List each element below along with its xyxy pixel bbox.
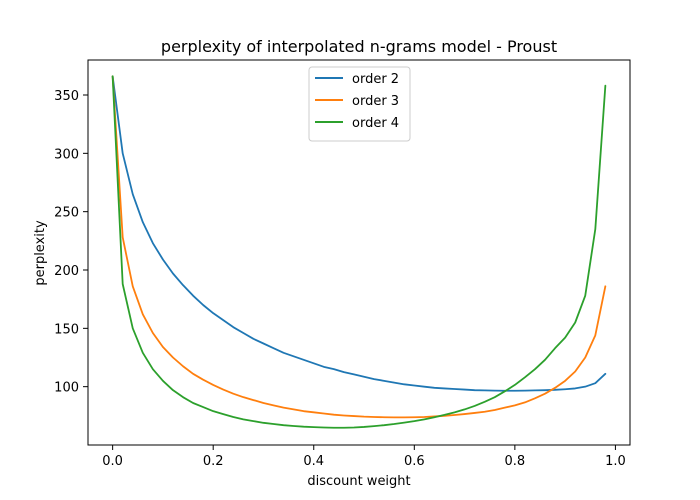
legend-item: order 2 — [315, 72, 399, 87]
y-tick-label: 150 — [54, 322, 79, 337]
x-tick-label: 1.0 — [605, 454, 626, 469]
legend-label: order 2 — [352, 72, 399, 87]
legend-label: order 4 — [352, 116, 399, 131]
y-tick-label: 300 — [54, 147, 79, 162]
x-tick-label: 0.6 — [404, 454, 425, 469]
y-tick-label: 200 — [54, 264, 79, 279]
x-tick-label: 0.0 — [102, 454, 123, 469]
legend-label: order 3 — [352, 94, 399, 109]
y-axis-label: perplexity — [33, 220, 48, 286]
x-axis-label: discount weight — [307, 474, 410, 489]
chart-title: perplexity of interpolated n-grams model… — [161, 37, 557, 56]
y-tick-label: 250 — [54, 206, 79, 221]
x-tick-label: 0.8 — [505, 454, 526, 469]
x-tick-label: 0.4 — [303, 454, 324, 469]
legend-item: order 4 — [315, 116, 399, 131]
y-tick-label: 100 — [54, 381, 79, 396]
x-axis: 0.0 0.2 0.4 0.6 0.8 1.0 — [102, 445, 626, 469]
series-line-order-2 — [111, 75, 607, 392]
y-tick-label: 350 — [54, 89, 79, 104]
series-line-order-4 — [111, 75, 607, 429]
series-layer — [111, 75, 607, 429]
y-axis: 100 150 200 250 300 350 — [54, 89, 88, 396]
plot-frame — [87, 59, 631, 446]
legend-item: order 3 — [315, 94, 399, 109]
legend: order 2 order 3 order 4 — [308, 66, 411, 142]
series-line-order-3 — [111, 75, 607, 419]
x-tick-label: 0.2 — [203, 454, 224, 469]
